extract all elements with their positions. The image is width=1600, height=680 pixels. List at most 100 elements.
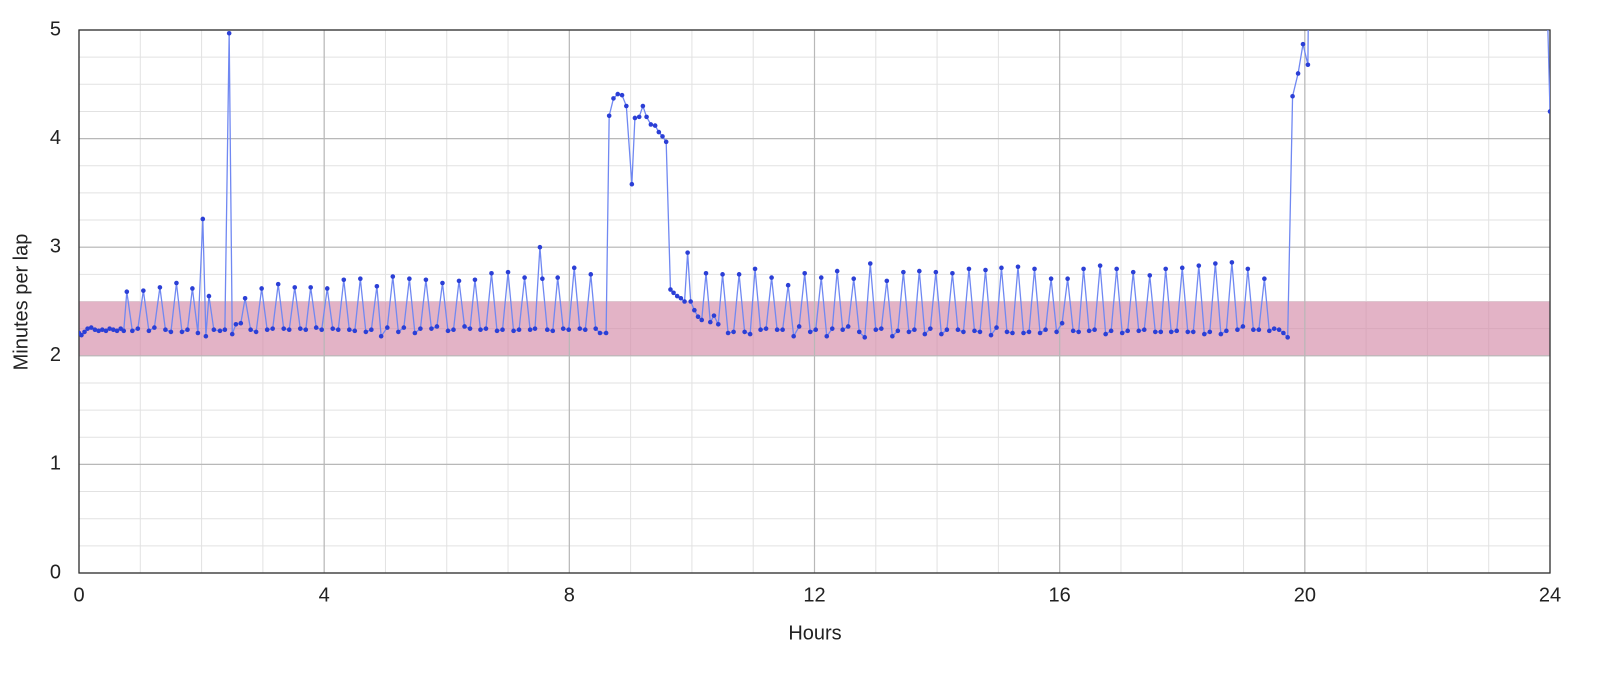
data-point [494,328,500,334]
data-point [363,329,369,335]
data-point [1125,328,1131,334]
data-point [275,281,281,287]
data-point [1092,327,1097,333]
data-point [79,332,84,338]
data-point [867,261,873,266]
data-point [715,322,721,327]
data-point [1240,324,1246,329]
data-point [1163,266,1169,272]
data-point [1119,330,1125,336]
data-point [483,326,489,331]
data-point [758,327,763,333]
data-point [1218,331,1224,337]
data-point [179,329,185,335]
data-point [335,327,341,333]
data-point [462,324,467,329]
data-point [233,322,239,327]
data-point [451,327,456,333]
data-point [1152,329,1158,335]
data-point [174,280,179,286]
data-point [1276,327,1282,333]
y-tick-label: 2 [50,344,61,366]
data-point [1185,329,1191,335]
data-point [1130,269,1136,275]
x-tick-label: 24 [1539,584,1561,606]
data-point [1158,329,1164,335]
data-point [429,326,434,331]
data-point [955,327,961,333]
y-tick-label: 1 [50,453,61,475]
data-point [906,329,912,335]
data-point [1065,276,1070,281]
data-point [619,92,625,98]
data-point [884,278,890,284]
data-point [660,134,665,139]
data-point [674,293,680,299]
data-point [711,313,717,318]
data-point [1147,273,1153,278]
data-point [281,326,287,331]
data-point [720,272,725,277]
data-point [540,276,545,281]
data-point [1103,331,1108,337]
x-tick-label: 4 [319,584,330,606]
data-point [791,333,796,339]
data-point [648,122,654,127]
data-point [636,114,642,120]
data-point [851,276,857,281]
data-point [796,324,802,329]
data-point [96,328,101,334]
data-point [346,327,352,333]
data-point [895,328,901,334]
data-point [629,181,635,187]
plot-frame [78,29,1551,574]
data-point [248,327,253,333]
data-point [912,327,917,333]
data-point [944,327,950,333]
data-point [412,330,418,336]
data-point [615,91,621,97]
data-point [522,275,527,280]
data-point [671,290,676,296]
x-tick-label: 8 [564,584,575,606]
data-point [111,327,116,333]
data-point [270,326,275,331]
data-point [566,327,572,333]
data-point [1015,264,1021,270]
data-point [1235,327,1240,333]
data-point [390,274,396,279]
data-point [1207,329,1213,335]
data-point [369,327,374,333]
data-point [185,327,190,333]
data-point [999,265,1004,271]
data-point [688,299,693,304]
data-point [692,307,697,313]
data-point [1285,335,1290,340]
data-point [644,114,649,120]
data-point [378,333,384,339]
y-tick-label: 5 [50,18,61,40]
x-tick-label: 16 [1049,584,1071,606]
data-point [313,325,319,330]
data-point [211,327,217,333]
data-point [1305,62,1311,68]
data-point [695,314,701,320]
data-point [933,269,939,275]
data-point [1196,263,1202,268]
data-point [1136,328,1142,334]
data-point [752,266,758,272]
data-point [308,285,313,290]
data-point [1251,327,1256,333]
data-point [1021,330,1026,336]
y-axis-title: Minutes per lap [10,234,32,371]
data-point [731,329,736,335]
data-point [1010,330,1015,336]
data-point [685,250,690,255]
data-point [769,275,774,280]
data-point [1168,329,1174,335]
data-point [226,30,232,36]
data-point [1213,261,1218,266]
data-point [813,327,819,333]
data-point [1300,41,1306,47]
data-point [1190,329,1196,335]
